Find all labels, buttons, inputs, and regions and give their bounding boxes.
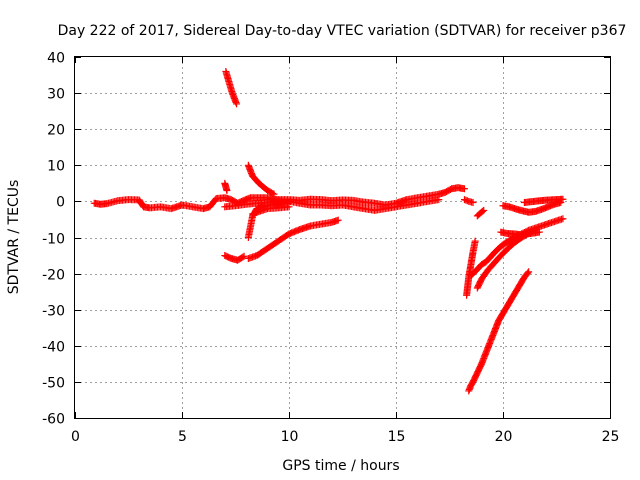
data-series-5 bbox=[221, 252, 248, 264]
y-tick-label: -20 bbox=[42, 268, 65, 284]
y-tick-label: -40 bbox=[42, 340, 65, 356]
data-point bbox=[535, 228, 543, 236]
y-tick-label: -50 bbox=[42, 376, 65, 392]
data-point bbox=[524, 269, 532, 277]
data-point bbox=[471, 237, 479, 245]
y-tick-label: 40 bbox=[47, 51, 65, 67]
data-point bbox=[559, 195, 567, 203]
data-point bbox=[269, 189, 277, 197]
y-axis-label: SDTVAR / TECUs bbox=[6, 180, 22, 295]
data-point bbox=[460, 185, 468, 193]
data-point bbox=[559, 215, 567, 223]
data-series-18 bbox=[473, 206, 488, 220]
chart-title: Day 222 of 2017, Sidereal Day-to-day VTE… bbox=[58, 23, 627, 39]
x-axis-label: GPS time / hours bbox=[282, 458, 399, 474]
x-tick-label: 15 bbox=[388, 429, 406, 445]
data-series-8 bbox=[244, 216, 342, 262]
data-point bbox=[480, 206, 488, 214]
x-tick-label: 20 bbox=[495, 429, 513, 445]
data-point bbox=[239, 253, 247, 261]
data-series-1 bbox=[90, 184, 468, 213]
data-point bbox=[270, 190, 278, 198]
data-point bbox=[435, 196, 443, 204]
data-series-19 bbox=[460, 196, 477, 206]
x-tick-label: 0 bbox=[71, 429, 80, 445]
data-point bbox=[525, 268, 533, 276]
x-tick-label: 5 bbox=[178, 429, 187, 445]
plot-frame bbox=[74, 56, 611, 419]
x-tick-label: 10 bbox=[281, 429, 299, 445]
data-point bbox=[233, 100, 241, 108]
y-tick-label: -10 bbox=[42, 232, 65, 248]
data-points-layer bbox=[90, 67, 567, 395]
data-series-10 bbox=[221, 197, 293, 211]
data-series-13 bbox=[467, 215, 567, 279]
y-tick-label: -30 bbox=[42, 304, 65, 320]
x-tick-label: 25 bbox=[602, 429, 620, 445]
y-tick-label: 10 bbox=[47, 159, 65, 175]
data-point bbox=[334, 216, 342, 224]
data-series-6 bbox=[244, 161, 278, 198]
y-tick-label: -60 bbox=[42, 412, 65, 428]
tick-labels-layer: 0 5 10 15 20 25 40 30 20 10 0 -10 -20 -30 -40 -50 -60 bbox=[42, 51, 619, 446]
data-series-11 bbox=[465, 268, 533, 395]
y-tick-label: 0 bbox=[56, 195, 65, 211]
data-point bbox=[469, 198, 477, 206]
y-tick-label: 20 bbox=[47, 123, 65, 139]
y-tick-label: 30 bbox=[47, 87, 65, 103]
data-point bbox=[479, 207, 487, 215]
data-series-17 bbox=[520, 195, 567, 206]
ticks-layer bbox=[75, 57, 611, 419]
data-point bbox=[285, 197, 293, 205]
data-point bbox=[240, 252, 248, 260]
data-series-3 bbox=[222, 67, 241, 108]
data-point bbox=[223, 187, 231, 195]
data-series-14 bbox=[473, 227, 537, 292]
data-series-15 bbox=[497, 228, 543, 239]
data-series-4 bbox=[221, 179, 231, 195]
